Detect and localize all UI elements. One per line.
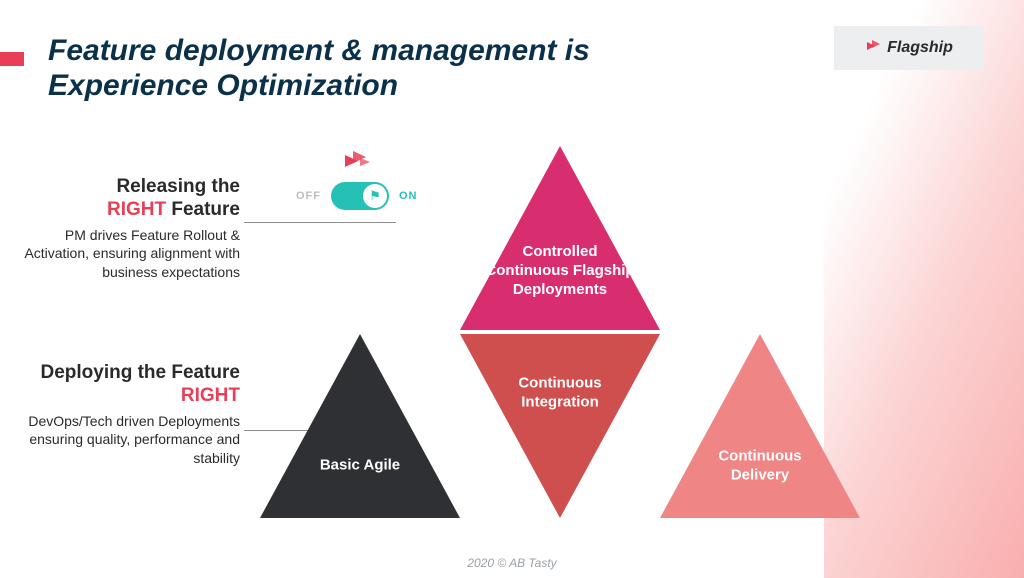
slide-title: Feature deployment & management is Exper… [48,34,748,103]
callout-releasing-body: PM drives Feature Rollout & Activation, … [10,226,240,283]
left-accent-bar [0,52,24,66]
callout-deploying: Deploying the Feature RIGHT DevOps/Tech … [10,362,240,468]
callout-releasing: Releasing the RIGHT Feature PM drives Fe… [10,176,240,282]
pyramid-diagram: Controlled Continuous Flagship Deploymen… [260,134,860,534]
triangle-bottom-left [260,334,460,518]
callout-deploying-heading: Deploying the Feature RIGHT [10,362,240,408]
triangle-bottom-right [660,334,860,518]
callout-releasing-heading: Releasing the RIGHT Feature [10,176,240,222]
triangle-bottom-center [460,334,660,518]
flagship-logo-icon [865,39,883,57]
triangle-top [460,146,660,330]
flagship-logo: Flagship [834,26,984,70]
footer-copyright: 2020 © AB Tasty [0,556,1024,570]
flagship-logo-text: Flagship [887,39,953,57]
callout-deploying-body: DevOps/Tech driven Deployments ensuring … [10,412,240,469]
